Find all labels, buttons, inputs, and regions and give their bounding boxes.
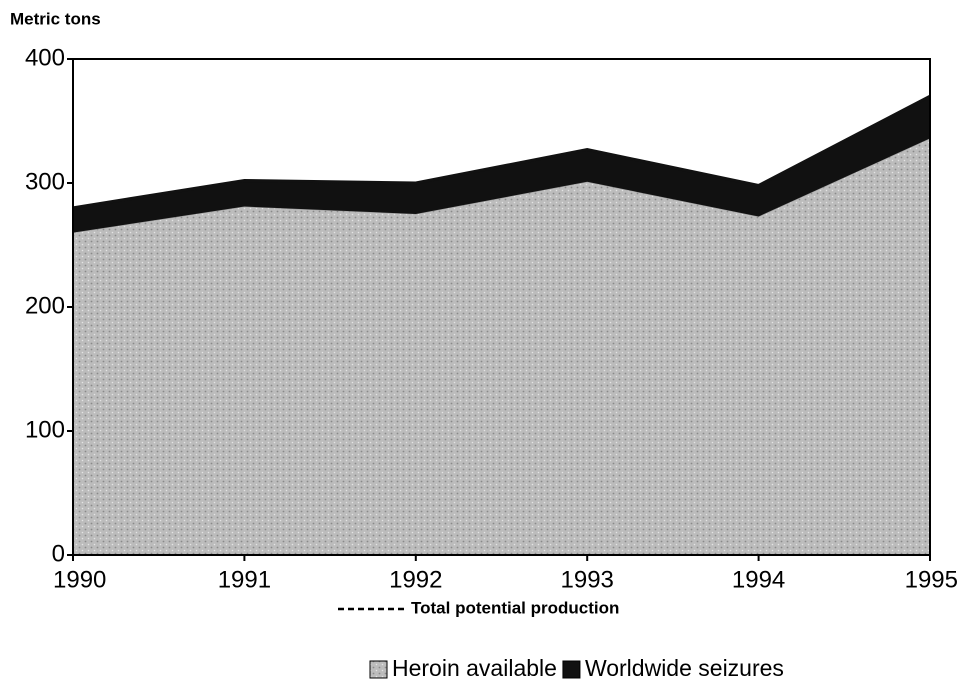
area-top [72, 94, 931, 210]
y-tick-label: 0 [52, 540, 65, 567]
x-tick-label: 1992 [389, 566, 442, 593]
legend-swatch [562, 660, 581, 679]
legend-swatch [369, 660, 388, 679]
y-tick-label: 300 [25, 168, 65, 195]
x-tick-label: 1990 [53, 566, 106, 593]
legend-label: Worldwide seizures [585, 655, 784, 681]
y-axis-label: Metric tons [10, 9, 101, 28]
area-fill [73, 138, 930, 556]
x-tick-label: 1993 [561, 566, 614, 593]
legend: Heroin available Worldwide seizures [369, 655, 784, 681]
y-tick-label: 100 [25, 416, 65, 443]
legend-label: Heroin available [392, 655, 557, 681]
note: Total potential production [411, 598, 619, 617]
x-tick-label: 1995 [905, 566, 958, 593]
x-tick-label: 1991 [218, 566, 271, 593]
area-fill [73, 96, 930, 233]
x-tick-label: 1994 [732, 566, 785, 593]
y-tick-label: 400 [25, 44, 65, 71]
y-tick-label: 200 [25, 292, 65, 319]
